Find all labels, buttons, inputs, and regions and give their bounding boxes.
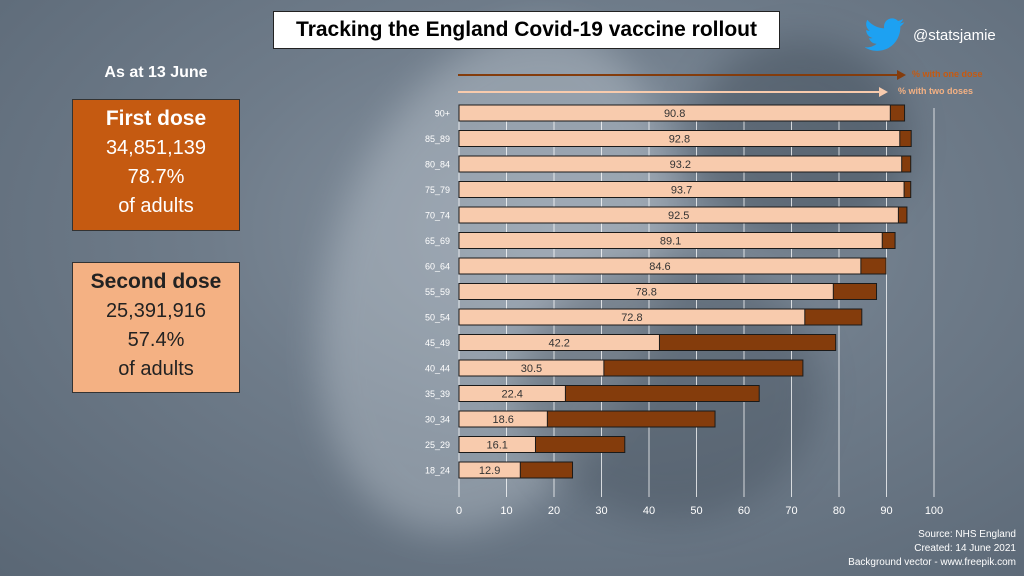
legend-label-one-dose: % with one dose: [912, 69, 983, 79]
data-label: 93.2: [670, 159, 691, 171]
data-label: 12.9: [479, 465, 500, 477]
second-dose-card: Second dose 25,391,916 57.4% of adults: [72, 262, 240, 393]
data-label: 16.1: [487, 440, 508, 452]
bar-two-doses: [458, 283, 834, 300]
bar-two-doses: [458, 359, 605, 377]
data-label: 78.8: [635, 287, 656, 299]
bar-two-doses: [458, 334, 660, 351]
background-credit: Background vector - www.freepik.com: [848, 557, 1016, 568]
y-category-label: 35_39: [425, 389, 450, 399]
bar-two-doses: [458, 155, 903, 173]
x-tick-label: 60: [738, 505, 750, 517]
second-dose-count: 25,391,916: [105, 300, 207, 323]
data-label: 92.8: [669, 134, 690, 146]
bar-two-doses: [458, 461, 521, 479]
x-tick-label: 0: [456, 505, 462, 517]
second-dose-percent: 57.4%: [127, 329, 185, 352]
x-tick-label: 30: [595, 505, 607, 517]
y-category-label: 40_44: [425, 364, 450, 374]
data-label: 22.4: [501, 389, 522, 401]
bar-two-doses: [458, 232, 883, 249]
bar-two-doses: [458, 104, 891, 122]
x-tick-label: 10: [500, 505, 512, 517]
bar-two-doses: [458, 436, 536, 453]
data-label: 92.5: [668, 210, 689, 222]
y-category-label: 55_59: [425, 287, 450, 297]
data-label: 18.6: [492, 414, 513, 426]
x-tick-label: 70: [785, 505, 797, 517]
data-label: 42.2: [549, 338, 570, 350]
data-label: 90.8: [664, 108, 685, 120]
data-label: 84.6: [649, 261, 670, 273]
y-category-label: 85_89: [425, 134, 450, 144]
twitter-handle: @statsjamie: [913, 26, 996, 44]
x-tick-label: 80: [833, 505, 845, 517]
y-category-label: 50_54: [425, 313, 450, 323]
as-at-date: As at 13 June: [104, 64, 208, 81]
y-category-label: 45_49: [425, 338, 450, 348]
y-category-label: 65_69: [425, 236, 450, 246]
y-category-label: 18_24: [425, 466, 450, 476]
data-label: 72.8: [621, 312, 642, 324]
bar-two-doses: [458, 308, 806, 326]
y-category-label: 80_84: [425, 160, 450, 170]
first-dose-title: First dose: [105, 107, 207, 130]
bar-two-doses: [458, 410, 548, 428]
x-tick-label: 50: [690, 505, 702, 517]
legend-arrow-one-dose: [458, 70, 906, 80]
first-dose-suffix: of adults: [118, 195, 194, 218]
first-dose-count: 34,851,139: [105, 137, 207, 160]
legend-label-two-doses: % with two doses: [898, 86, 974, 96]
y-category-label: 75_79: [425, 185, 450, 195]
y-category-label: 25_29: [425, 440, 450, 450]
first-dose-percent: 78.7%: [127, 166, 185, 189]
x-tick-label: 40: [643, 505, 655, 517]
x-tick-label: 20: [548, 505, 560, 517]
bar-two-doses: [458, 206, 899, 224]
first-dose-card: First dose 34,851,139 78.7% of adults: [72, 99, 240, 231]
data-label: 89.1: [660, 236, 681, 248]
x-tick-label: 100: [925, 505, 943, 517]
bar-two-doses: [458, 130, 901, 147]
bar-two-doses: [458, 257, 862, 275]
bar-two-doses: [458, 385, 566, 402]
bar-two-doses: [458, 181, 905, 198]
footer: Source: NHS England Created: 14 June 202…: [848, 528, 1016, 570]
data-label: 93.7: [671, 185, 692, 197]
chart-title: Tracking the England Covid-19 vaccine ro…: [273, 11, 780, 49]
source-note: Source: NHS England: [918, 529, 1016, 540]
y-category-label: 30_34: [425, 415, 450, 425]
second-dose-title: Second dose: [90, 270, 222, 293]
y-category-label: 90+: [435, 109, 450, 119]
data-label: 30.5: [521, 363, 542, 375]
y-category-label: 60_64: [425, 262, 450, 272]
twitter-bird-icon: [865, 18, 905, 51]
x-tick-label: 90: [880, 505, 892, 517]
second-dose-suffix: of adults: [118, 358, 194, 381]
twitter-credit: @statsjamie: [865, 18, 996, 52]
y-category-label: 70_74: [425, 211, 450, 221]
legend-arrow-two-doses: [458, 87, 888, 97]
created-note: Created: 14 June 2021: [914, 543, 1016, 554]
